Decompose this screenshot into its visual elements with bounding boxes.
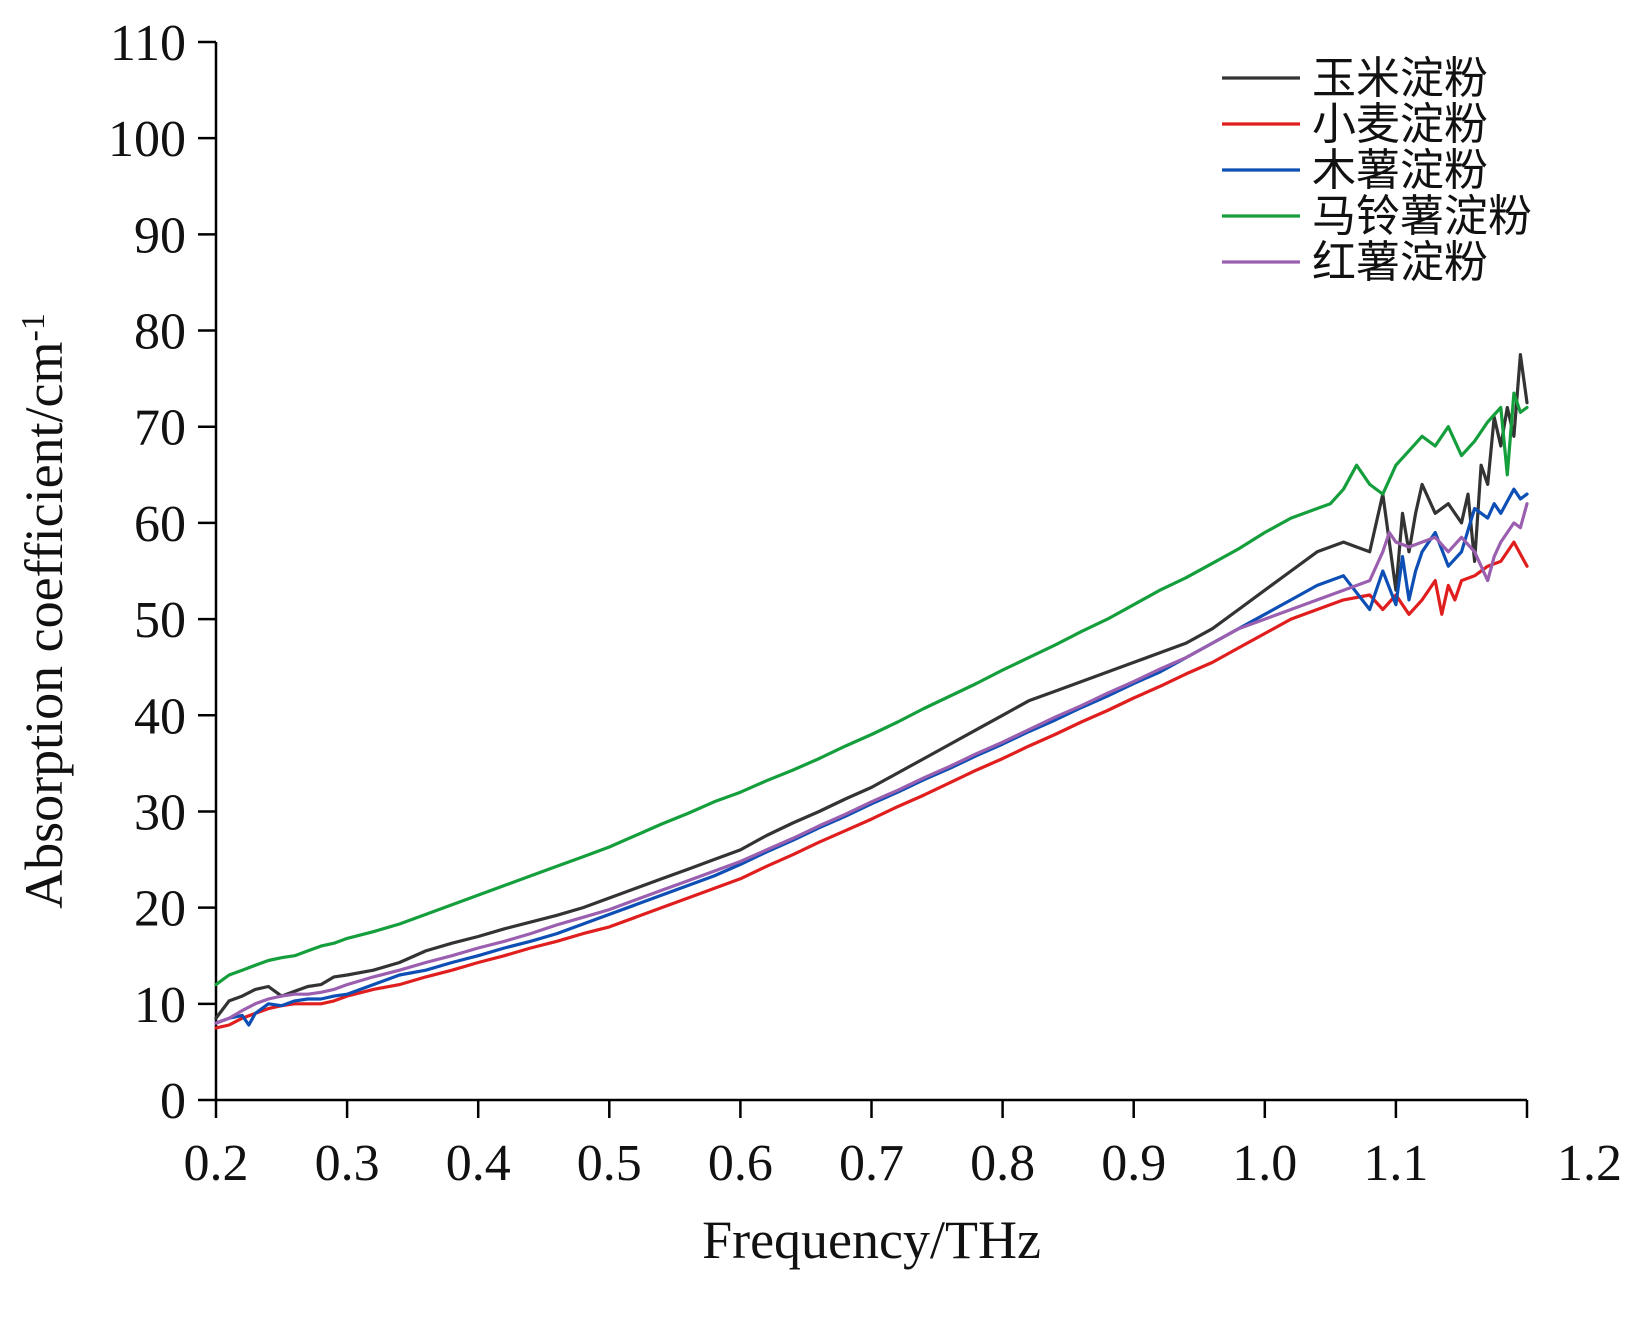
y-ticks: 0 10 20 30 40 50 60 70 80 90 100 110: [108, 15, 216, 1130]
x-ticks: 0.2 0.3 0.4 0.5 0.6 0.7 0.8 0.9 1.0 1.1 1.2: [184, 1100, 1622, 1192]
legend-label-4: 马铃薯淀粉: [1312, 191, 1532, 242]
y-tick-label: 40: [134, 688, 186, 745]
series-line-4: [214, 391, 1529, 987]
legend-label-1: 玉米淀粉: [1312, 53, 1488, 104]
legend-label-3: 木薯淀粉: [1312, 145, 1488, 196]
y-axis-title: Absorption coefficient/cm-1: [14, 313, 74, 909]
y-tick-label: 20: [134, 881, 186, 938]
series-line-2: [214, 540, 1529, 1030]
y-axis-title-superscript: -1: [15, 313, 52, 341]
x-tick-label: 0.4: [446, 1135, 511, 1192]
y-tick-label: 50: [134, 592, 186, 649]
legend-label-5: 红薯淀粉: [1312, 237, 1488, 288]
y-tick-label: 70: [134, 400, 186, 457]
x-tick-label: 1.2: [1557, 1135, 1622, 1192]
series-line-1: [214, 353, 1529, 1020]
x-tick-label: 0.6: [708, 1135, 773, 1192]
y-tick-label: 30: [134, 784, 186, 841]
x-tick-label: 0.2: [184, 1135, 249, 1192]
legend-label-2: 小麦淀粉: [1312, 99, 1488, 150]
x-axis-title: Frequency/THz: [702, 1210, 1041, 1270]
svg-text:Absorption coefficient/cm-1: Absorption coefficient/cm-1: [14, 313, 74, 909]
x-tick-label: 0.9: [1101, 1135, 1166, 1192]
y-tick-label: 90: [134, 207, 186, 264]
y-axis-title-main: Absorption coefficient/cm: [14, 341, 74, 908]
y-tick-label: 80: [134, 304, 186, 361]
y-tick-label: 60: [134, 496, 186, 553]
x-tick-label: 0.3: [315, 1135, 380, 1192]
series-line-3: [214, 487, 1529, 1027]
y-tick-label: 110: [110, 15, 186, 72]
y-tick-label: 10: [134, 977, 186, 1034]
x-tick-label: 1.1: [1363, 1135, 1428, 1192]
y-tick-label: 100: [108, 111, 186, 168]
x-tick-label: 0.7: [839, 1135, 904, 1192]
x-tick-label: 0.5: [577, 1135, 642, 1192]
series-line-5: [214, 502, 1529, 1025]
series-group: [214, 353, 1529, 1030]
x-tick-label: 1.0: [1232, 1135, 1297, 1192]
y-tick-label: 0: [160, 1073, 186, 1130]
x-tick-label: 0.8: [970, 1135, 1035, 1192]
